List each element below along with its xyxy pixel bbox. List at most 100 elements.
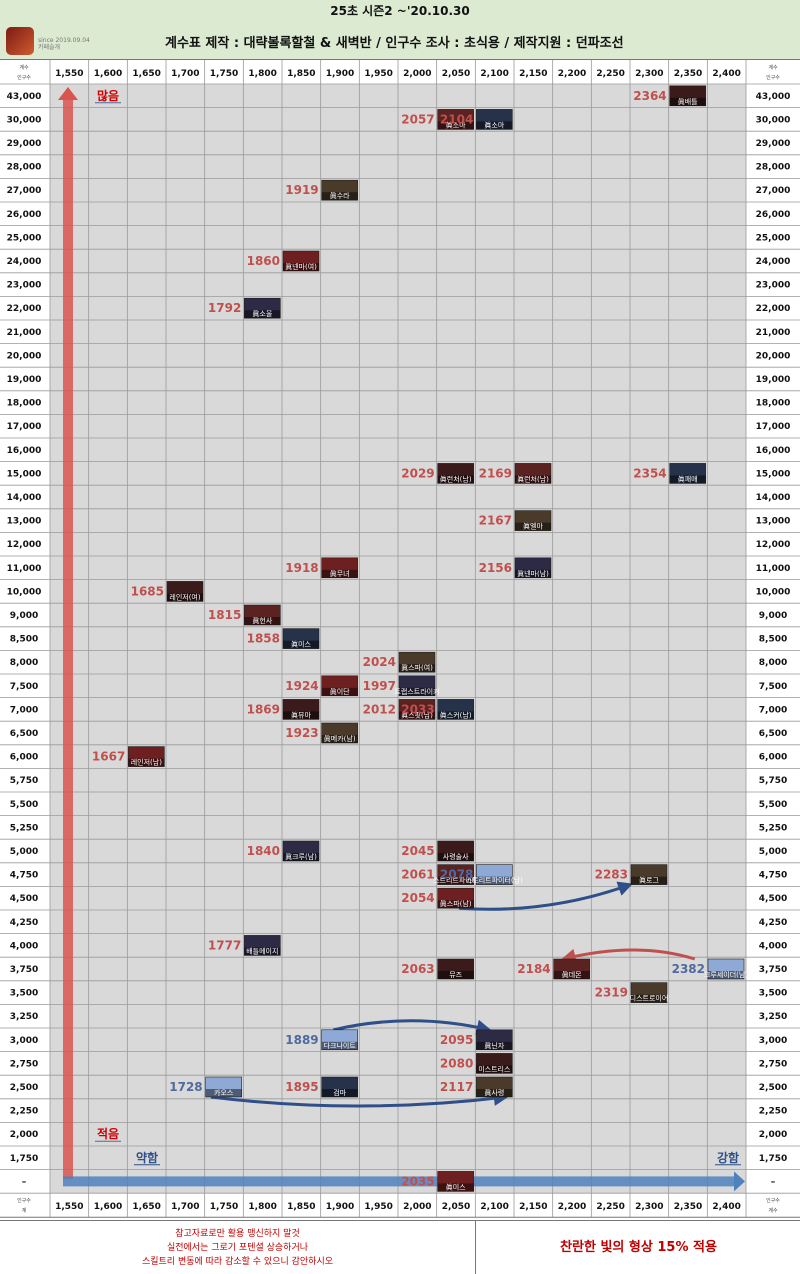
character-thumbnail <box>398 651 436 673</box>
character-label: 眞미스 <box>291 640 311 649</box>
x-tick-top: 2,350 <box>674 69 702 79</box>
coefficient-value: 1997 <box>363 679 396 693</box>
character-thumbnail <box>166 581 204 602</box>
character-thumbnail <box>476 864 513 885</box>
coefficient-value: 2054 <box>401 891 434 905</box>
y-tick-left: 27,000 <box>7 186 42 196</box>
character-label: 트랩스트라이커 <box>394 687 439 696</box>
chart-point: 眞소마 2104 <box>440 109 513 130</box>
label-strong: 강함 <box>717 1150 739 1165</box>
character-thumbnail <box>282 250 320 272</box>
x-tick-top: 2,100 <box>480 69 508 79</box>
x-tick-bottom: 2,300 <box>635 1202 663 1212</box>
x-tick-top: 1,950 <box>364 69 392 79</box>
coefficient-value: 1815 <box>208 608 241 622</box>
chart-point: 眞스핏(남) 2012 <box>363 699 436 720</box>
character-label: 眞크루(남) <box>285 852 317 861</box>
y-tick-left: 30,000 <box>7 115 42 125</box>
coefficient-value: 2283 <box>595 868 628 882</box>
character-label: 미스트리스 <box>478 1064 511 1073</box>
y-tick-left: 8,500 <box>10 635 38 645</box>
x-tick-bottom: 2,050 <box>442 1202 470 1212</box>
x-tick-top: 1,850 <box>287 69 315 79</box>
chart-point: 眞사령 2117 <box>440 1076 513 1098</box>
x-tick-top: 2,000 <box>403 69 431 79</box>
character-thumbnail <box>707 958 745 980</box>
character-label: 眞데몬 <box>562 970 582 979</box>
logo-caption: since 2019.09.04 카페슬개 <box>38 37 90 51</box>
x-tick-bottom: 1,650 <box>132 1202 160 1212</box>
y-tick-right: 21,000 <box>756 328 791 338</box>
y-tick-left: 5,500 <box>10 800 38 810</box>
y-tick-right: 8,000 <box>759 658 787 668</box>
x-tick-bottom: 1,850 <box>287 1202 315 1212</box>
character-thumbnail <box>437 1171 474 1192</box>
label-many: 많음 <box>97 88 119 103</box>
coefficient-value: 2012 <box>363 702 396 716</box>
y-tick-left: 2,250 <box>10 1107 38 1117</box>
chart-point: 眞무녀 1918 <box>285 557 358 579</box>
corner-label: 인구수 <box>766 1197 780 1204</box>
y-tick-left: 2,000 <box>10 1130 38 1140</box>
character-label: 카오스 <box>214 1088 234 1097</box>
x-tick-top: 2,050 <box>442 69 470 79</box>
chart-point: 레인저(남) 1667 <box>92 746 165 767</box>
y-tick-left: 4,750 <box>10 871 38 881</box>
y-tick-left: 5,750 <box>10 776 38 786</box>
character-thumbnail <box>437 887 474 909</box>
character-thumbnail <box>476 1053 513 1074</box>
y-tick-left: 6,500 <box>10 729 38 739</box>
character-label: 배틀메이지 <box>246 946 278 955</box>
x-tick-top: 2,150 <box>519 69 547 79</box>
character-label: 眞무녀 <box>330 569 350 578</box>
coefficient-value: 1869 <box>247 702 280 716</box>
y-tick-left: 6,000 <box>10 753 38 763</box>
character-thumbnail <box>630 864 668 885</box>
y-tick-right: 2,000 <box>759 1130 787 1140</box>
chart-point: 미스트리스 2080 <box>440 1053 513 1074</box>
character-thumbnail <box>476 1076 513 1098</box>
x-tick-bottom: 1,550 <box>55 1202 83 1212</box>
character-label: 眞뮤마 <box>291 710 311 719</box>
y-tick-left: – <box>22 1177 27 1187</box>
y-tick-left: 24,000 <box>7 257 42 267</box>
chart-point: 眞헌사 1815 <box>208 604 281 626</box>
y-tick-right: 14,000 <box>756 493 791 503</box>
coefficient-value: 2117 <box>440 1080 473 1094</box>
coefficient-value: 2104 <box>440 112 473 126</box>
chart-point: 眞크루(남) 1840 <box>247 840 320 862</box>
page-title: 25초 시즌2 ~'20.10.30 <box>0 0 800 23</box>
character-label: 眞런처(남) <box>440 474 472 483</box>
y-tick-right: 28,000 <box>756 163 791 173</box>
character-label: 眞소울 <box>252 309 272 318</box>
y-tick-left: 7,500 <box>10 682 38 692</box>
character-label: 眞런처(남) <box>517 474 549 483</box>
y-tick-left: 20,000 <box>7 351 42 361</box>
y-tick-right: 6,000 <box>759 753 787 763</box>
chart-point: 眞뮤마 1869 <box>247 699 320 720</box>
y-tick-right: 20,000 <box>756 351 791 361</box>
coefficient-value: 2033 <box>401 702 434 716</box>
x-tick-bottom: 1,900 <box>326 1202 354 1212</box>
x-tick-bottom: 1,600 <box>94 1202 122 1212</box>
y-tick-right: 1,750 <box>759 1154 787 1164</box>
chart-point: 眞소울 1792 <box>208 297 281 319</box>
x-tick-top: 2,400 <box>712 69 740 79</box>
character-label: 크루세이더(남) <box>704 970 748 979</box>
y-tick-right: 11,000 <box>756 564 791 574</box>
y-tick-right: 6,500 <box>759 729 787 739</box>
y-tick-right: 30,000 <box>756 115 791 125</box>
character-label: 眞소마 <box>484 120 504 129</box>
y-tick-right: 26,000 <box>756 210 791 220</box>
character-label: 레인저(남) <box>131 758 162 767</box>
coefficient-value: 2045 <box>401 844 434 858</box>
character-label: 眞이단 <box>330 687 350 696</box>
y-tick-left: 4,250 <box>10 918 38 928</box>
character-thumbnail <box>321 1076 358 1098</box>
chart-point: 카오스 1728 <box>169 1076 242 1098</box>
trend-arrow <box>333 1019 492 1035</box>
character-label: 眞로그 <box>639 876 659 885</box>
coefficient-value: 1840 <box>247 844 280 858</box>
coefficient-value: 1667 <box>92 750 125 764</box>
